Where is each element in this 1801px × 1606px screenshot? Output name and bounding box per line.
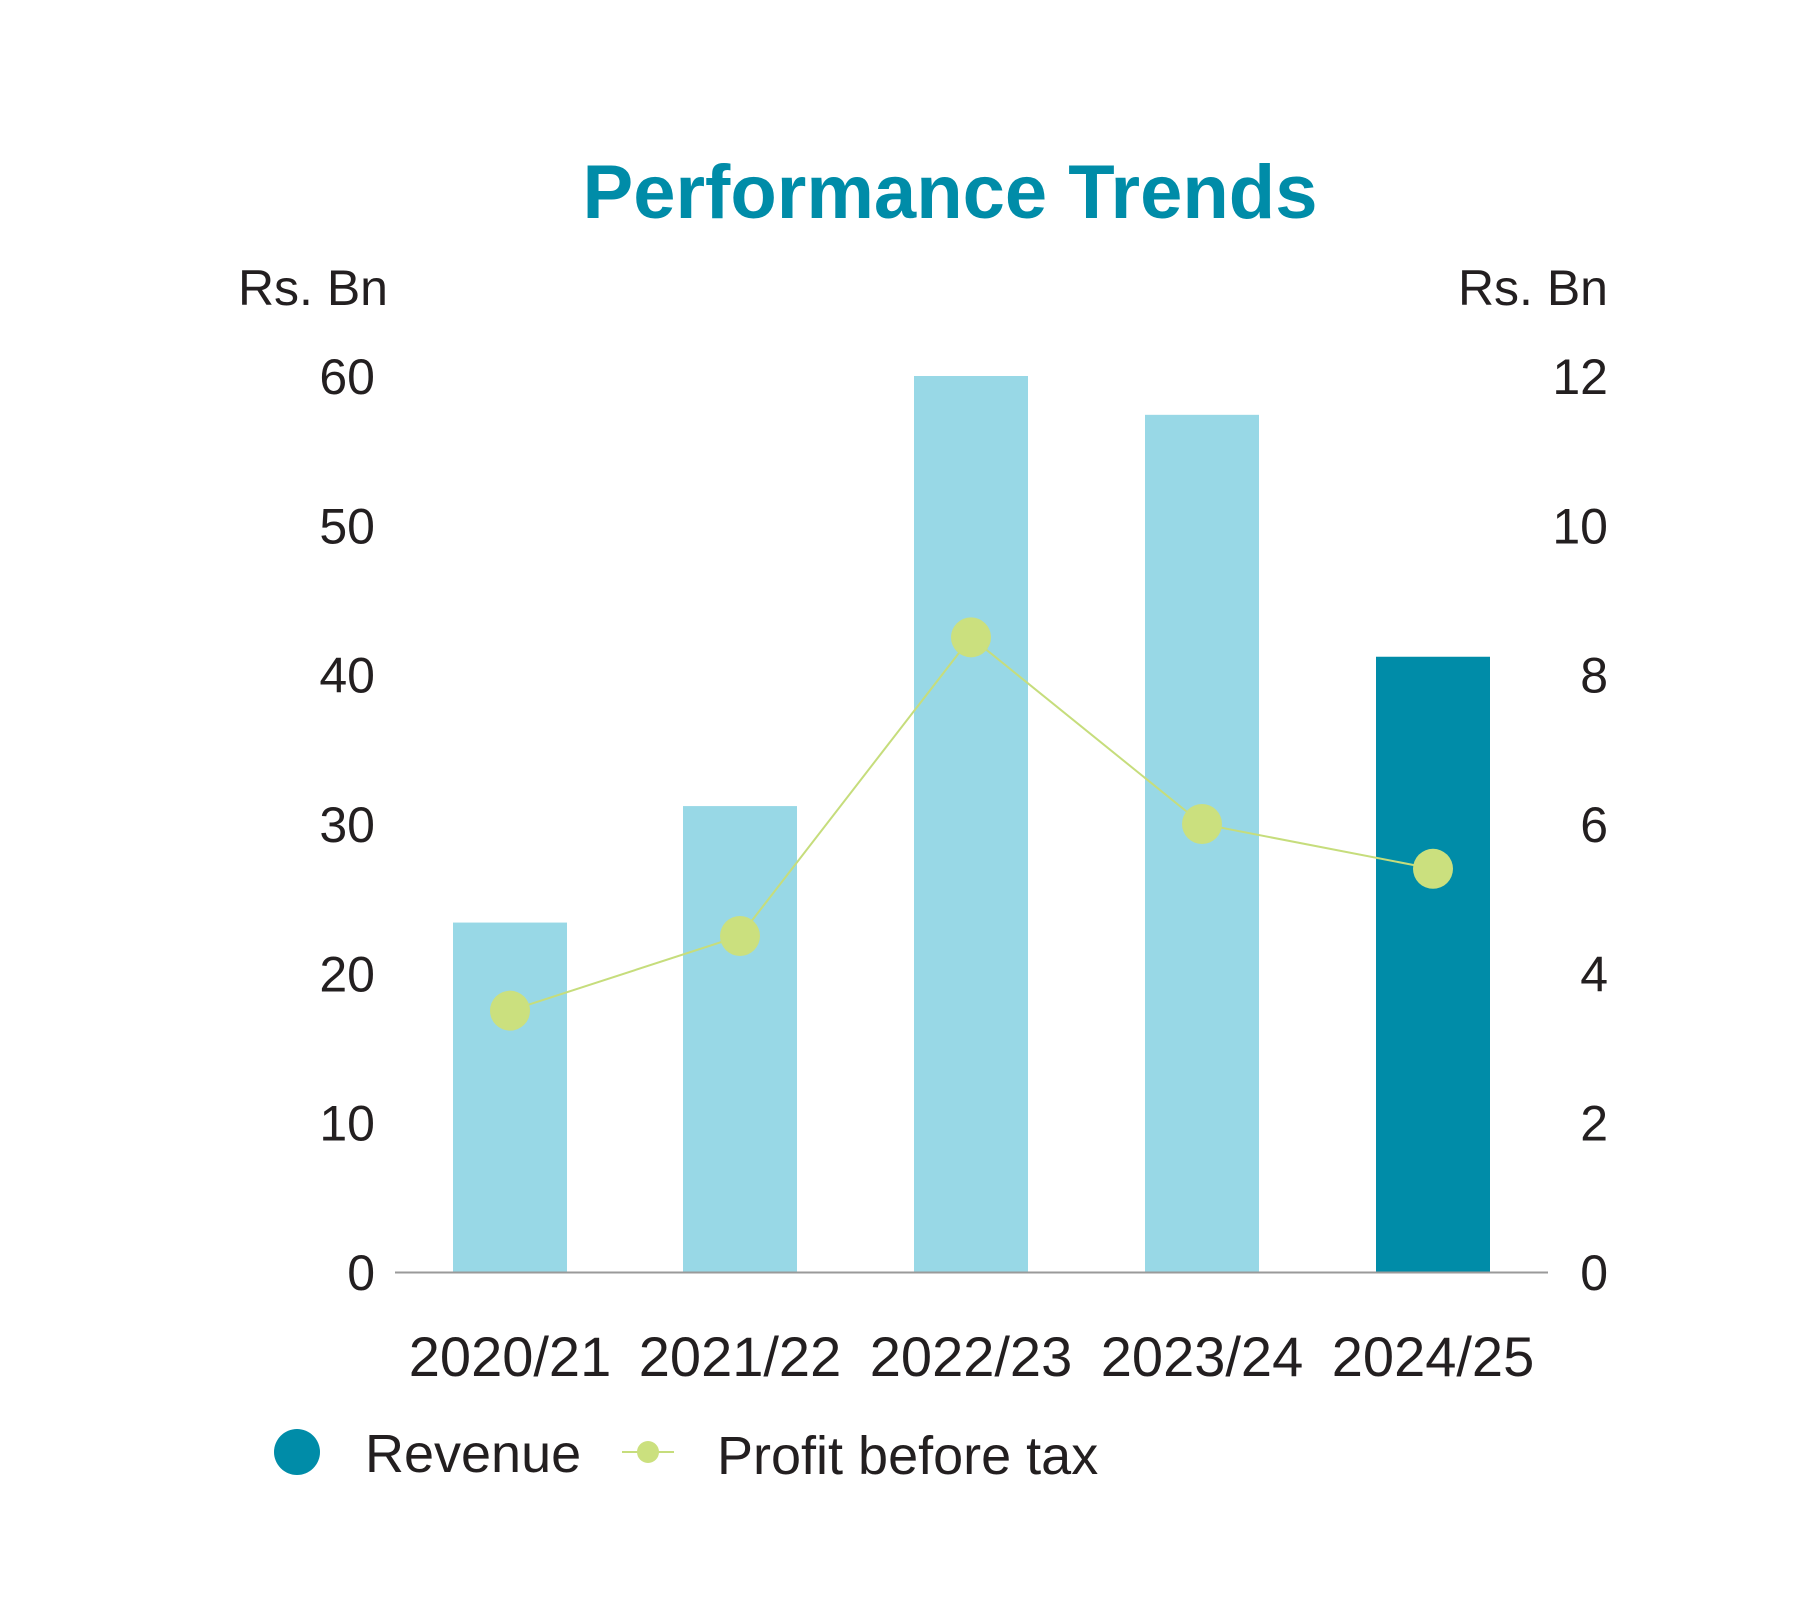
left-axis-tick: 60 bbox=[319, 349, 375, 405]
legend-revenue-swatch bbox=[274, 1429, 320, 1475]
category-label: 2021/22 bbox=[639, 1325, 841, 1388]
right-axis-unit: Rs. Bn bbox=[1458, 260, 1608, 316]
left-axis-tick: 50 bbox=[319, 498, 375, 554]
point-profit-2020/21 bbox=[490, 990, 530, 1031]
right-axis-tick: 2 bbox=[1580, 1096, 1608, 1152]
point-profit-2024/25 bbox=[1413, 848, 1453, 889]
legend-revenue-label: Revenue bbox=[365, 1424, 581, 1484]
point-profit-2023/24 bbox=[1182, 804, 1222, 844]
legend: Revenue Profit before tax bbox=[274, 1424, 1098, 1486]
legend-profit-label: Profit before tax bbox=[717, 1426, 1098, 1486]
point-profit-2021/22 bbox=[720, 916, 760, 956]
right-axis-tick: 10 bbox=[1552, 498, 1608, 554]
right-axis-tick: 12 bbox=[1552, 349, 1608, 405]
left-axis-tick: 40 bbox=[319, 648, 375, 704]
bar-revenue-2022/23 bbox=[914, 376, 1028, 1272]
right-axis-tick: 6 bbox=[1580, 797, 1608, 853]
right-axis-tick: 8 bbox=[1580, 648, 1608, 704]
bar-revenue-2021/22 bbox=[683, 806, 797, 1272]
bars-layer bbox=[453, 376, 1490, 1272]
line-layer bbox=[490, 617, 1453, 1031]
categories-layer: 2020/21 2021/22 2022/23 2023/24 2024/25 bbox=[409, 1325, 1534, 1388]
left-axis-tick: 0 bbox=[347, 1245, 375, 1301]
point-profit-2022/23 bbox=[951, 617, 991, 658]
ticks-layer: 0 10 20 30 40 50 60 0 2 4 6 8 10 12 bbox=[319, 349, 1608, 1301]
category-label: 2024/25 bbox=[1332, 1325, 1534, 1388]
chart-title: Performance Trends bbox=[583, 150, 1318, 235]
left-axis-tick: 20 bbox=[319, 946, 375, 1002]
category-label: 2023/24 bbox=[1101, 1325, 1303, 1388]
bar-revenue-2020/21 bbox=[453, 922, 567, 1272]
category-label: 2022/23 bbox=[870, 1325, 1072, 1388]
bar-revenue-2024/25 bbox=[1376, 656, 1490, 1272]
left-axis-tick: 30 bbox=[319, 797, 375, 853]
right-axis-tick: 4 bbox=[1580, 946, 1608, 1002]
right-axis-tick: 0 bbox=[1580, 1245, 1608, 1301]
category-label: 2020/21 bbox=[409, 1325, 611, 1388]
left-axis-unit: Rs. Bn bbox=[238, 260, 388, 316]
left-axis-tick: 10 bbox=[319, 1096, 375, 1152]
legend-profit-swatch bbox=[637, 1441, 659, 1463]
